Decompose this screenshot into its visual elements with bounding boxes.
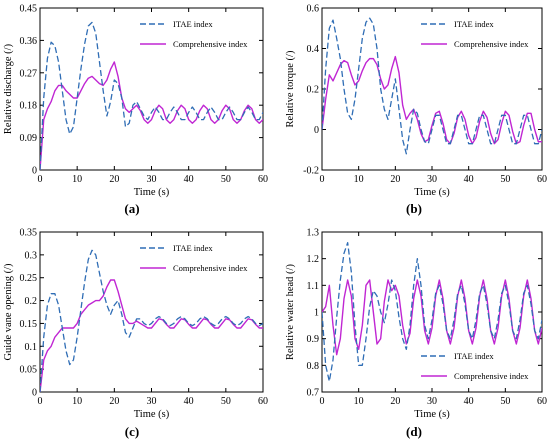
legend-label: Comprehensive index [173,263,248,273]
y-tick-label: 0.9 [307,334,320,345]
panel-letter: (b) [406,201,422,216]
y-tick-label: 0 [32,388,37,399]
y-tick-label: 0.2 [307,85,320,96]
y-axis-title: Guide vane opening (/) [3,263,14,361]
x-axis-title: Time (s) [134,187,170,198]
x-tick-label: 40 [184,396,194,407]
y-tick-label: 1.1 [307,281,320,292]
x-tick-label: 60 [537,396,547,407]
x-tick-label: 50 [221,174,231,185]
y-tick-label: 0.7 [307,388,320,399]
x-tick-label: 50 [500,174,510,185]
x-tick-label: 20 [109,174,119,185]
x-tick-label: 60 [258,396,268,407]
x-tick-label: 30 [427,396,437,407]
plot-frame [321,231,543,393]
x-tick-label: 50 [500,396,510,407]
x-tick-label: 10 [354,174,364,185]
panel-letter: (d) [406,424,422,439]
y-axis-title: Relative water head (/) [285,264,296,360]
x-tick-label: 40 [464,174,474,185]
legend-label: ITAE index [173,19,213,29]
legend-label: Comprehensive index [454,39,529,49]
series-line-comprehensive [40,279,263,392]
x-axis-title: Time (s) [414,409,450,420]
y-tick-label: 0.8 [307,361,320,372]
y-tick-label: 0.18 [20,101,38,112]
y-tick-label: 0.09 [20,133,38,144]
y-axis-title: Relative torque (/) [285,50,296,127]
series-line-itae [40,249,263,392]
y-tick-label: 0.15 [20,319,38,330]
x-axis-title: Time (s) [414,187,450,198]
legend-label: ITAE index [454,351,494,361]
series-line-itae [322,242,542,382]
x-tick-label: 0 [38,174,43,185]
x-tick-label: 10 [354,396,364,407]
y-tick-label: 0.3 [25,250,38,261]
y-tick-label: -0.2 [303,166,319,177]
y-tick-label: 0.2 [25,296,38,307]
x-tick-label: 0 [38,396,43,407]
series-line-itae [322,17,542,155]
y-tick-label: 0 [314,125,319,136]
y-tick-label: 1.2 [307,254,320,265]
legend-label: ITAE index [173,243,213,253]
plot-frame [321,7,543,171]
x-tick-label: 20 [109,396,119,407]
x-axis-title: Time (s) [134,409,170,420]
chart-panel-3: 0 10 20 30 40 50 60 0 0.05 0.1 0.15 0.2 0.25 0.3 0.35 T… [3,228,268,440]
series-line-itae [40,21,263,170]
x-tick-label: 0 [320,174,325,185]
legend-label: Comprehensive index [173,39,248,49]
y-tick-label: 0.4 [307,44,320,55]
y-tick-label: 0.25 [20,273,38,284]
y-tick-label: 0.35 [20,228,38,239]
x-tick-label: 20 [390,174,400,185]
x-tick-label: 60 [537,174,547,185]
x-tick-label: 0 [320,396,325,407]
y-tick-label: 0 [32,166,37,177]
legend-label: ITAE index [454,19,494,29]
y-tick-label: 0.1 [25,342,38,353]
x-tick-label: 30 [147,174,157,185]
legend-label: Comprehensive index [454,371,529,381]
series-line-comprehensive [40,61,263,170]
y-tick-label: 1 [314,308,319,319]
y-tick-label: 0.45 [20,4,38,15]
x-tick-label: 30 [427,174,437,185]
series-line-comprehensive [322,55,542,145]
x-tick-label: 50 [221,396,231,407]
series-line-comprehensive [322,279,542,356]
y-axis-title: Relative discharge (/) [3,43,14,134]
x-tick-label: 10 [72,396,82,407]
y-tick-label: 0.6 [307,4,320,15]
y-tick-label: 0.05 [20,365,38,376]
x-tick-label: 40 [464,396,474,407]
chart-panel-1: 0 10 20 30 40 50 60 0 0.09 0.18 0.27 0.36 0.45 Time (… [3,4,268,217]
plot-frame [39,7,264,171]
x-tick-label: 60 [258,174,268,185]
x-tick-label: 40 [184,174,194,185]
chart-panel-4: 0 10 20 30 40 50 60 0.7 0.8 0.9 1 1.1 1.2 1.3 Time (s)… [285,228,547,440]
y-tick-label: 0.36 [20,36,38,47]
panel-letter: (c) [125,424,139,439]
x-tick-label: 10 [72,174,82,185]
y-tick-label: 1.3 [307,228,320,239]
plot-frame [39,231,264,393]
y-tick-label: 0.27 [20,68,38,79]
panel-letter: (a) [124,201,139,216]
x-tick-label: 20 [390,396,400,407]
x-tick-label: 30 [147,396,157,407]
